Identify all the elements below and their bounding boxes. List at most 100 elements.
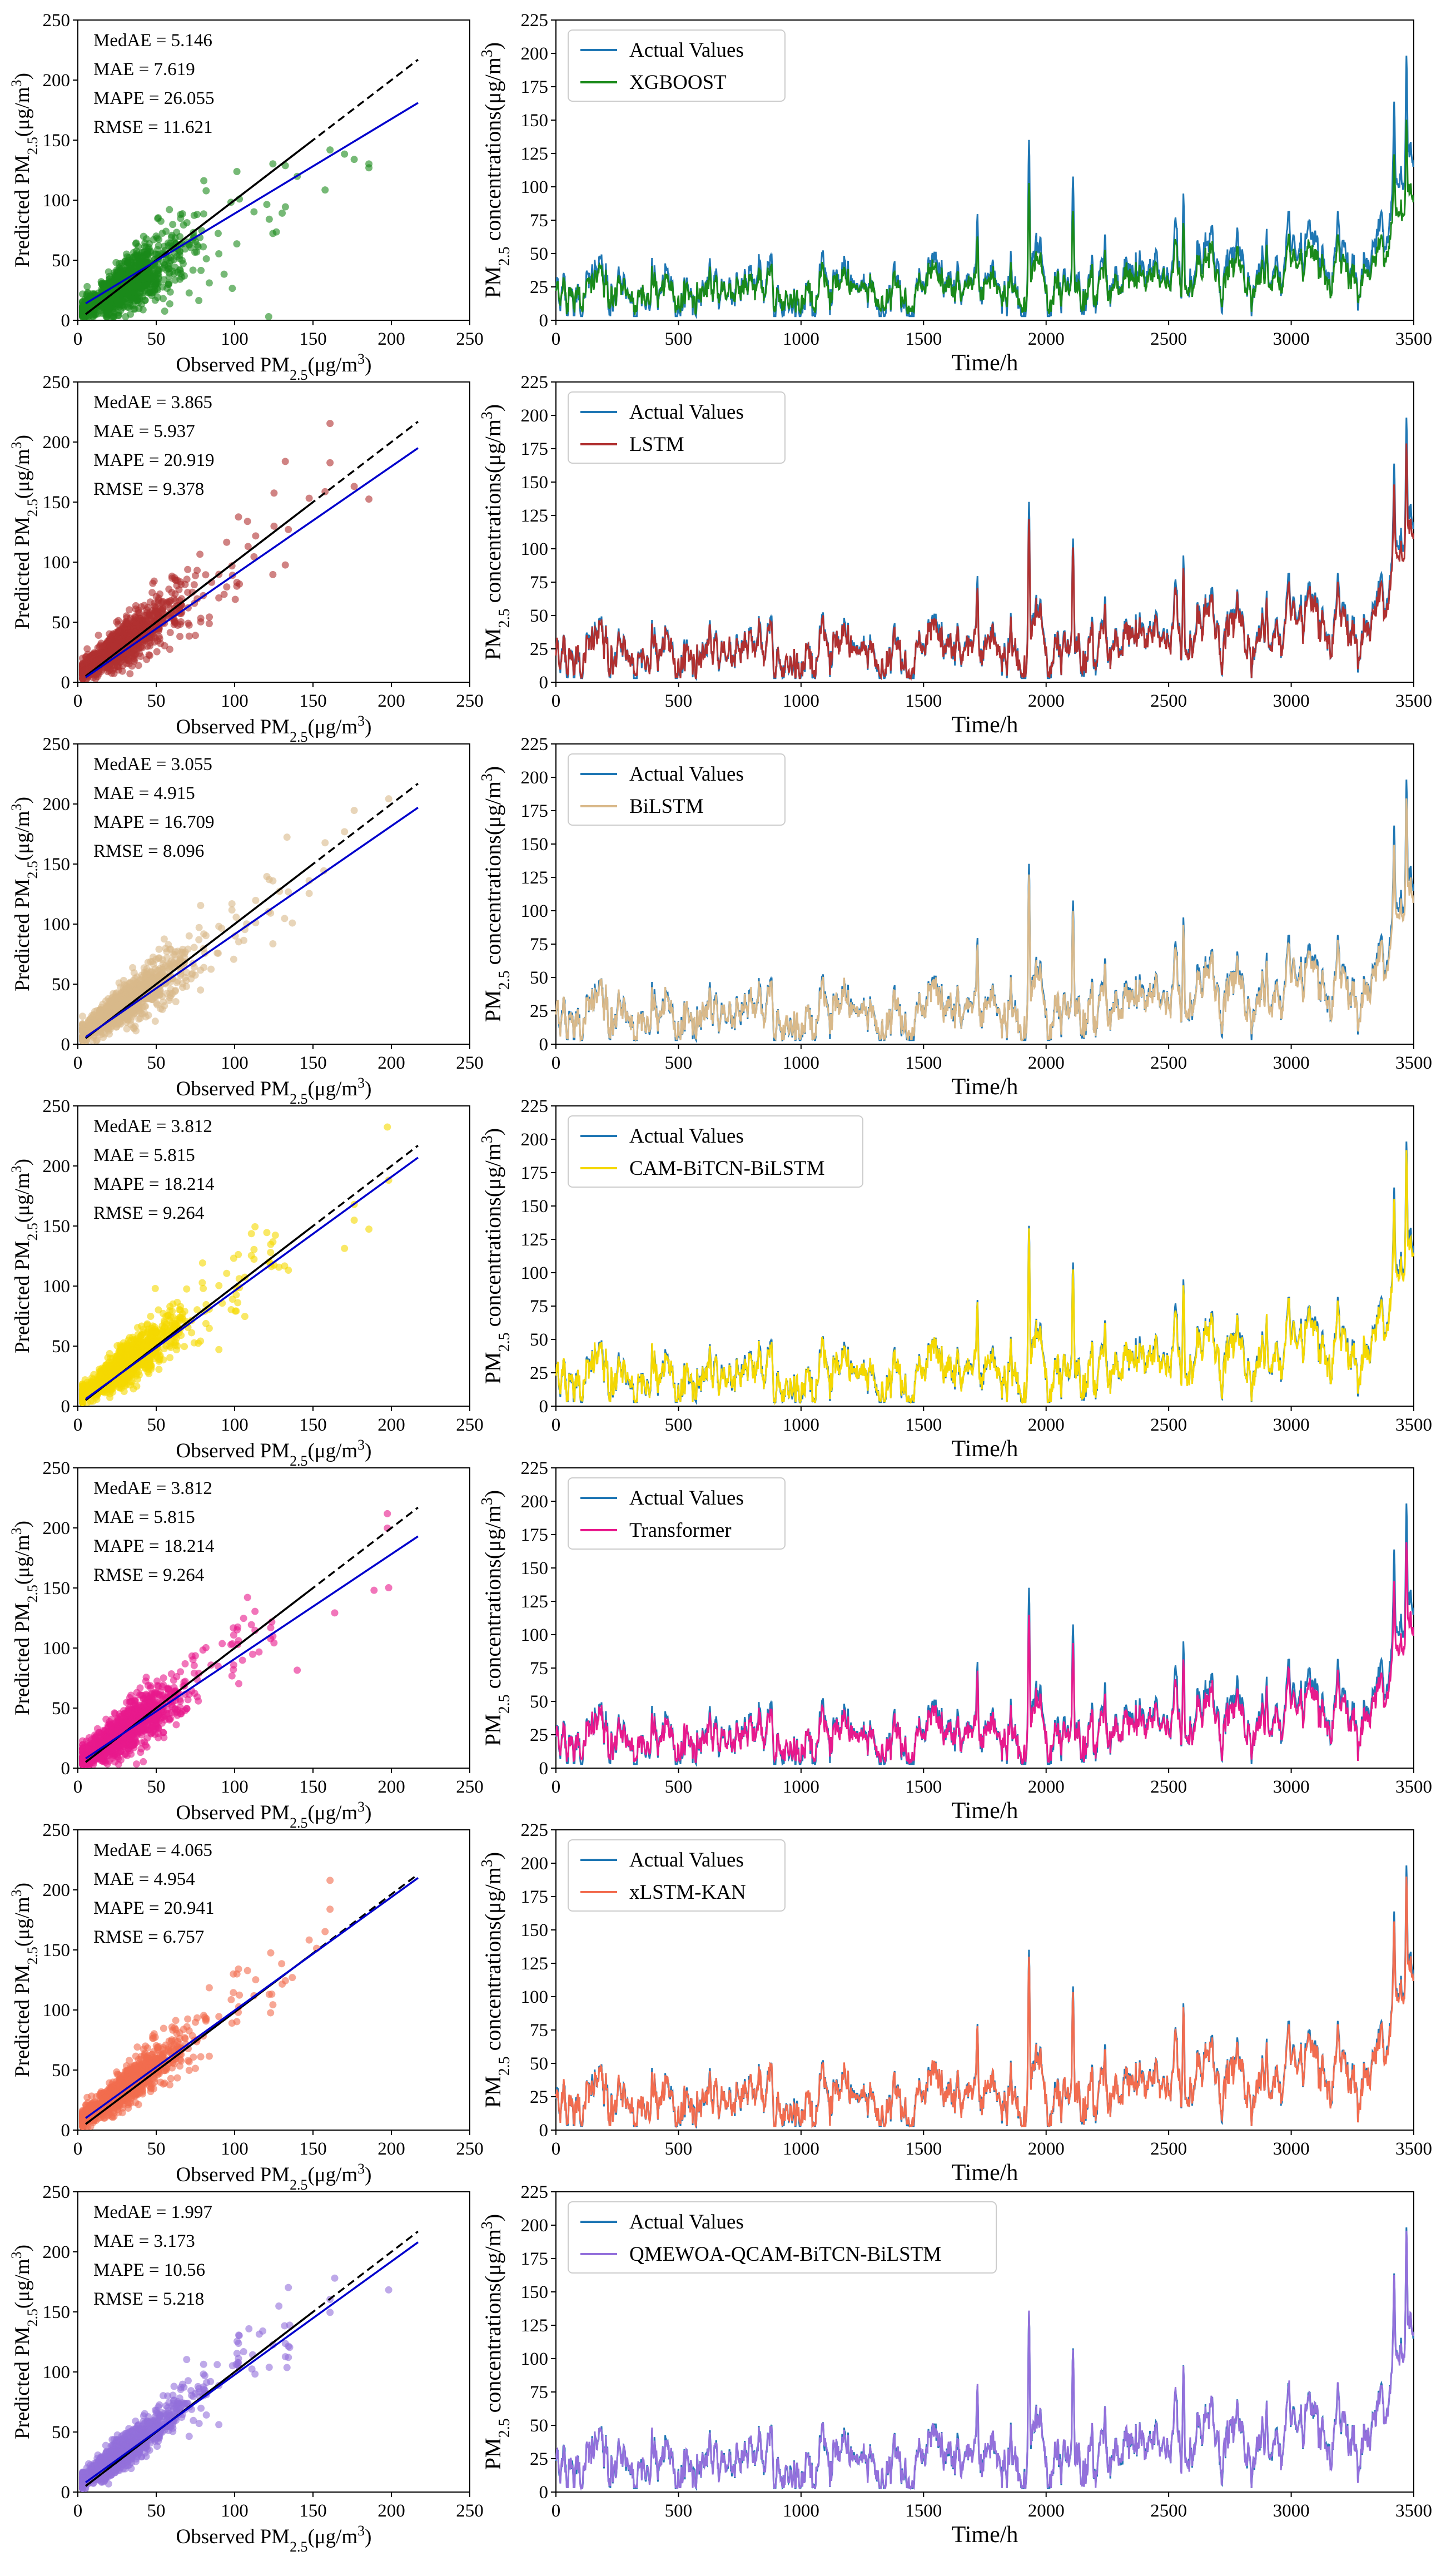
scatter-point (142, 1363, 150, 1371)
scatter-point (179, 260, 187, 267)
scatter-point (134, 1375, 142, 1383)
scatter-point (206, 613, 213, 621)
line-y-label-part: ) (480, 404, 505, 411)
scatter-point (110, 669, 118, 677)
scatter-point (150, 577, 158, 585)
scatter-x-label-part: 3 (357, 1075, 365, 1091)
scatter-point (146, 612, 154, 619)
scatter-point (118, 265, 126, 272)
scatter-point (228, 562, 236, 570)
y-tick-label: 125 (521, 1230, 549, 1250)
scatter-point (197, 966, 205, 974)
scatter-points (78, 146, 373, 321)
scatter-point (176, 251, 183, 259)
scatter-point (170, 614, 177, 622)
scatter-point (207, 965, 215, 973)
y-tick-label: 100 (521, 539, 549, 559)
scatter-point (134, 1324, 142, 1332)
scatter-point (191, 632, 199, 639)
scatter-point (166, 629, 174, 637)
y-tick-label: 150 (521, 111, 549, 131)
line-y-label-part: ) (480, 1128, 505, 1135)
scatter-point (197, 986, 205, 994)
x-tick-label: 0 (551, 329, 561, 349)
y-tick-label: 25 (530, 277, 548, 297)
scatter-point (155, 272, 163, 280)
scatter-point (269, 877, 277, 885)
x-tick-label: 3500 (1395, 1415, 1432, 1435)
scatter-point (132, 240, 140, 247)
y-tick-label: 0 (61, 1035, 71, 1055)
scatter-x-label-part: Observed PM (176, 1440, 290, 1462)
scatter-point (133, 1382, 141, 1390)
x-tick-label: 100 (221, 329, 249, 349)
legend: Actual Values LSTM (568, 391, 786, 464)
scatter-point (79, 675, 87, 683)
scatter-point (365, 160, 373, 168)
line-y-label-part: concentrations(μg/m (480, 419, 505, 608)
predicted-series (555, 443, 1414, 681)
scatter-point (113, 1363, 121, 1371)
x-tick-label: 500 (665, 1415, 693, 1435)
scatter-point (185, 632, 193, 640)
scatter-point (190, 581, 198, 589)
scatter-point (113, 618, 121, 626)
x-tick-label: 3500 (1395, 691, 1432, 711)
x-tick-label: 2500 (1150, 329, 1187, 349)
x-tick-label: 2500 (1150, 1415, 1187, 1435)
scatter-y-label: Predicted PM2.5(μg/m3) (8, 435, 41, 629)
line-y-label-part: ) (480, 42, 505, 49)
scatter-point (155, 955, 162, 962)
scatter-point (228, 285, 236, 292)
scatter-x-label: Observed PM2.5(μg/m3) (176, 1437, 372, 1469)
y-tick-label: 100 (43, 915, 71, 935)
scatter-point (85, 1019, 93, 1026)
scatter-x-label-part: 2.5 (290, 367, 307, 383)
scatter-point (166, 300, 173, 307)
x-tick-label: 500 (665, 329, 693, 349)
x-tick-label: 50 (147, 691, 166, 711)
scatter-point (185, 932, 193, 940)
legend-model-label: LSTM (629, 433, 684, 456)
scatter-x-label-part: 3 (357, 1437, 365, 1453)
scatter-point (145, 1325, 152, 1333)
x-tick-label: 150 (299, 691, 327, 711)
scatter-point (265, 313, 272, 321)
legend-actual-label: Actual Values (629, 39, 744, 62)
scatter-point (188, 1329, 196, 1337)
scatter-point (270, 489, 278, 497)
x-tick-label: 200 (377, 1053, 405, 1073)
scatter-point (326, 459, 334, 466)
scatter-point (326, 420, 334, 428)
scatter-point (151, 1018, 159, 1025)
metric-rmse: RMSE = 9.378 (93, 479, 204, 499)
scatter-point (163, 990, 171, 997)
scatter-point (161, 1319, 168, 1327)
scatter-point (191, 572, 199, 579)
scatter-point (385, 795, 392, 803)
scatter-point (173, 1298, 181, 1306)
scatter-y-label-part: (μg/m (11, 1173, 34, 1223)
legend-actual-label: Actual Values (629, 401, 744, 424)
scatter-point (101, 649, 108, 657)
y-tick-label: 50 (52, 1337, 70, 1357)
scatter-point (305, 890, 313, 897)
scatter-point (123, 250, 131, 258)
y-tick-label: 200 (521, 1130, 549, 1150)
scatter-point (110, 642, 118, 650)
scatter-x-label: Observed PM2.5(μg/m3) (176, 1075, 372, 1107)
x-tick-label: 2000 (1028, 691, 1065, 711)
scatter-point (95, 1377, 103, 1385)
x-tick-label: 250 (456, 1415, 484, 1435)
x-tick-label: 0 (551, 691, 561, 711)
y-tick-label: 200 (43, 71, 71, 91)
scatter-point (228, 900, 236, 908)
scatter-point (252, 532, 260, 540)
scatter-x-label-part: ) (365, 716, 371, 738)
scatter-point (78, 1387, 86, 1394)
y-tick-label: 25 (530, 1001, 548, 1021)
scatter-point (271, 1232, 279, 1239)
